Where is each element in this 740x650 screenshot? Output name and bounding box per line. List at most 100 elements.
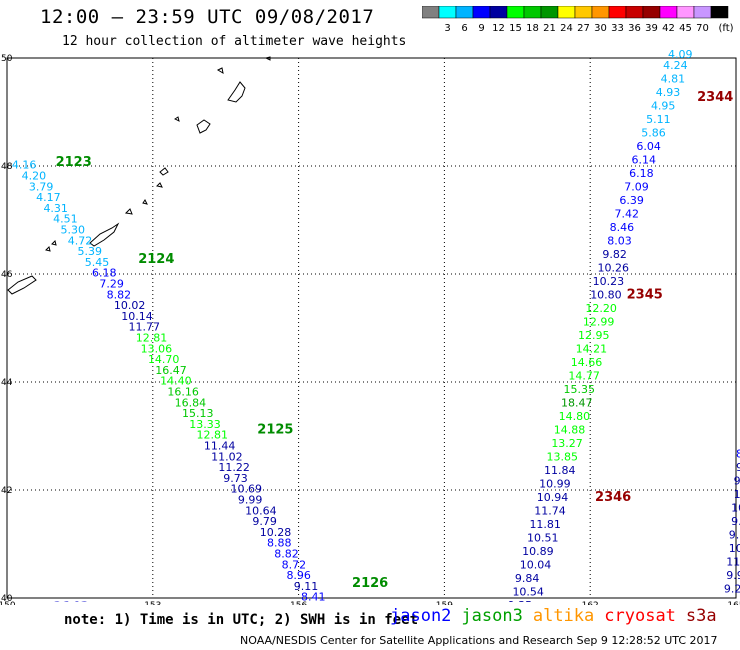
wave-height-label: 16.84 — [175, 396, 207, 409]
scale-label: 3 — [444, 23, 450, 34]
wave-height-label: 4.72 — [68, 234, 93, 247]
pass-number-label: 2345 — [627, 287, 663, 302]
wave-height-label: 10.51 — [527, 531, 559, 544]
wave-height-label: 9.2 — [724, 583, 740, 596]
wave-height-label: 12.99 — [583, 315, 615, 328]
wave-height-label: 5.39 — [77, 245, 102, 258]
island-outline — [51, 240, 57, 246]
wave-height-label: 18.47 — [561, 396, 593, 409]
wave-height-label: 5.45 — [85, 256, 110, 269]
wave-height-label: 9.1 — [731, 515, 740, 528]
scale-label: 39 — [645, 23, 658, 34]
wave-height-label: 14.66 — [571, 356, 603, 369]
wave-height-label: 10.80 — [590, 288, 622, 301]
scale-label: 24 — [560, 23, 573, 34]
wave-height-label: 10.54 — [512, 585, 544, 598]
wave-height-label: 11.2 — [726, 556, 740, 569]
wave-height-label: 6.18 — [92, 267, 117, 280]
wave-height-label: 9.73 — [223, 472, 248, 485]
map-frame — [6, 57, 737, 599]
scale-label: 33 — [611, 23, 624, 34]
lat-tick-label: 40 — [1, 594, 13, 604]
lon-tick-label: 165 — [727, 601, 740, 605]
wave-height-label: 8.82 — [274, 548, 299, 561]
scale-label: 30 — [594, 23, 607, 34]
altimeter-map: 1501531561591621654042444648504.164.203.… — [0, 48, 740, 606]
wave-height-label: 4.95 — [651, 99, 676, 112]
scale-label: 27 — [577, 23, 590, 34]
lat-tick-label: 44 — [1, 378, 13, 388]
wave-height-label: 4.93 — [656, 86, 681, 99]
wave-height-label: 3.79 — [29, 180, 54, 193]
wave-height-label: 10.14 — [121, 310, 152, 323]
island-outline — [159, 167, 169, 176]
wave-height-label: 11 — [734, 488, 740, 501]
wave-height-label: 4.09 — [668, 48, 693, 61]
island-outline — [174, 116, 180, 122]
wave-height-label: 13.06 — [141, 342, 173, 355]
scale-label: 70 — [696, 23, 709, 34]
scale-label: 36 — [628, 23, 641, 34]
wave-height-label: 7.09 — [624, 180, 649, 193]
pass-number-label: 2143 — [53, 601, 89, 606]
scale-label: 42 — [662, 23, 675, 34]
island-outline — [45, 246, 51, 252]
satellite-legend-item: cryosat — [604, 606, 676, 626]
wave-height-label: 6.14 — [632, 153, 657, 166]
pass-number-label: 2123 — [56, 155, 92, 170]
wave-height-label: 11.74 — [534, 504, 566, 517]
wave-height-label: 6.04 — [636, 140, 661, 153]
wave-height-label: 9.79 — [252, 515, 277, 528]
lat-tick-label: 50 — [1, 54, 13, 64]
island-outline — [227, 81, 246, 103]
pass-number-label: 2125 — [257, 422, 293, 437]
page-subtitle: 12 hour collection of altimeter wave hei… — [62, 34, 407, 49]
wave-height-label: 4.81 — [661, 72, 686, 85]
island-outline — [142, 199, 148, 205]
lon-tick-label: 150 — [0, 601, 16, 605]
wave-height-label: 14.40 — [160, 375, 192, 388]
lat-tick-label: 46 — [1, 270, 13, 280]
wave-height-label: 8.41 — [301, 591, 326, 604]
island-outline — [216, 67, 224, 75]
footer-credit: NOAA/NESDIS Center for Satellite Applica… — [240, 634, 718, 647]
wave-height-label: 11.22 — [218, 461, 250, 474]
lat-tick-label: 42 — [1, 486, 12, 496]
wave-height-label: 9.35 — [508, 599, 532, 605]
wave-height-label: 8.03 — [607, 234, 632, 247]
wave-height-label: 16.16 — [167, 386, 199, 399]
wave-height-label: 5.30 — [60, 224, 85, 237]
wave-height-label: 12.81 — [136, 332, 168, 345]
wave-height-label: 12.95 — [578, 329, 610, 342]
wave-height-label: 14.70 — [148, 353, 180, 366]
wave-height-label: 8 — [736, 448, 740, 461]
track-points: 4.164.203.794.174.314.515.304.725.395.45… — [12, 48, 740, 606]
wave-height-label: 11.81 — [529, 518, 561, 531]
wave-height-label: 14.77 — [568, 369, 600, 382]
wave-height-label: 11.84 — [544, 464, 576, 477]
wave-height-label: 5.11 — [646, 113, 671, 126]
wave-height-label: 9.82 — [602, 248, 627, 261]
scale-label: 6 — [461, 23, 467, 34]
island-outline — [155, 182, 163, 188]
wave-height-label: 4.16 — [12, 159, 37, 172]
wave-height-label: 10.04 — [520, 558, 552, 571]
wave-height-label: 10.99 — [539, 477, 571, 490]
island-outline — [196, 119, 211, 134]
island-outline — [124, 208, 133, 215]
wave-height-label: 6.18 — [629, 167, 654, 180]
scale-label: 15 — [509, 23, 522, 34]
wave-height-label: 14.88 — [554, 423, 586, 436]
lon-tick-label: 162 — [582, 601, 599, 605]
wave-height-label: 10 — [731, 502, 740, 515]
wave-height-label: 13.85 — [546, 450, 578, 463]
scale-label: 18 — [526, 23, 539, 34]
wave-height-label: 16.47 — [155, 364, 187, 377]
wave-height-label: 8.82 — [107, 288, 132, 301]
scale-swatch — [710, 6, 729, 19]
wave-height-label: 11.02 — [211, 450, 243, 463]
wave-height-label: 9.11 — [294, 580, 319, 593]
wave-height-label: 11.44 — [204, 440, 236, 453]
wave-height-label: 9.84 — [515, 572, 540, 585]
wave-height-label: 7.42 — [615, 207, 640, 220]
